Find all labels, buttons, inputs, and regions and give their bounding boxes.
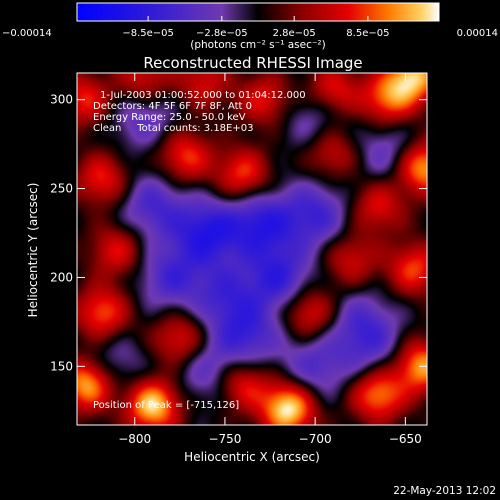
colorbar xyxy=(76,2,440,22)
colorbar-tick-label: 0.00014 xyxy=(457,28,498,39)
x-tick-label: −650 xyxy=(389,432,422,446)
colorbar-ticks xyxy=(76,16,440,21)
chart-title: Reconstructed RHESSI Image xyxy=(143,54,362,72)
annotation-peak-position: Position of Peak = [-715,126] xyxy=(93,400,239,411)
plot-frame xyxy=(76,72,428,426)
x-tick-label: −800 xyxy=(118,432,151,446)
colorbar-tick-label: −2.8e−05 xyxy=(196,28,248,39)
x-tick-label: −750 xyxy=(208,432,241,446)
x-axis-label: Heliocentric X (arcsec) xyxy=(184,450,320,464)
colorbar-tick-label: 8.5e−05 xyxy=(346,28,389,39)
annotation-detectors: Detectors: 4F 5F 6F 7F 8F, Att 0 xyxy=(93,101,252,112)
colorbar-tick-label: −0.00014 xyxy=(2,28,52,39)
colorbar-tick-label: 2.8e−05 xyxy=(273,28,316,39)
y-tick-label: 200 xyxy=(50,270,73,284)
y-axis-ticks: 150 200 250 300 xyxy=(50,93,427,373)
annotation-clean: Clean Total counts: 3.18E+03 xyxy=(93,123,253,134)
plot-area xyxy=(77,73,427,425)
colorbar-unit-label: (photons cm⁻² s⁻¹ asec⁻²) xyxy=(190,39,325,51)
annotation-block: 1-Jul-2003 01:00:52.000 to 01:04:12.000 … xyxy=(93,90,306,134)
annotation-time-range: 1-Jul-2003 01:00:52.000 to 01:04:12.000 xyxy=(100,90,306,101)
colorbar-tick-labels: −0.00014 −8.5e−05 −2.8e−05 2.8e−05 8.5e−05 0.… xyxy=(2,28,498,39)
y-tick-label: 150 xyxy=(50,359,73,373)
footer-date: 22-May-2013 12:02 xyxy=(393,485,496,497)
y-tick-label: 300 xyxy=(50,93,73,107)
colorbar-tick-label: −8.5e−05 xyxy=(122,28,174,39)
y-tick-label: 250 xyxy=(50,182,73,196)
x-tick-label: −700 xyxy=(299,432,332,446)
annotation-energy: Energy Range: 25.0 - 50.0 keV xyxy=(93,112,246,123)
y-axis-label: Heliocentric Y (arcsec) xyxy=(26,183,40,318)
x-axis-ticks: −800 −750 −700 −650 xyxy=(118,73,422,446)
heatmap-image xyxy=(77,73,427,425)
